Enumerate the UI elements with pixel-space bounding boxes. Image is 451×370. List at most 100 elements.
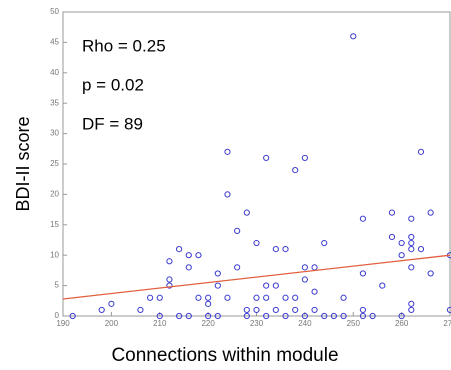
point — [417, 148, 425, 155]
point — [146, 294, 154, 301]
point — [417, 246, 425, 253]
point — [398, 312, 405, 320]
point — [253, 294, 260, 301]
point — [263, 154, 270, 162]
point — [321, 239, 328, 247]
point — [176, 246, 183, 253]
point — [195, 252, 202, 259]
x-tick-label: 270 — [443, 319, 451, 328]
y-axis-label: BDI-II score — [13, 116, 33, 211]
point — [398, 239, 405, 247]
point — [156, 312, 163, 320]
point — [427, 209, 434, 216]
point — [282, 312, 289, 320]
y-tick-label: 30 — [50, 129, 59, 138]
annotation: DF = 89 — [82, 114, 143, 133]
y-tick-label: 25 — [50, 159, 59, 168]
point — [350, 33, 357, 40]
point — [253, 239, 260, 247]
x-tick-label: 190 — [56, 319, 70, 328]
plot-frame — [62, 11, 451, 317]
point — [301, 154, 308, 162]
point — [176, 312, 183, 320]
point — [243, 312, 250, 320]
point — [263, 312, 270, 320]
point — [379, 282, 386, 289]
point — [292, 294, 299, 301]
point — [311, 306, 318, 314]
point — [185, 264, 192, 271]
annotation: Rho = 0.25 — [82, 36, 166, 55]
point — [263, 294, 270, 301]
point — [311, 288, 318, 295]
point — [301, 276, 308, 283]
point — [98, 306, 105, 314]
point — [69, 312, 76, 320]
point — [359, 215, 367, 222]
point — [195, 294, 202, 301]
point — [272, 306, 279, 314]
x-tick-label: 220 — [201, 319, 215, 328]
y-tick-label: 35 — [50, 98, 59, 107]
point — [205, 300, 212, 307]
point — [166, 282, 173, 289]
point — [408, 300, 415, 307]
point — [282, 294, 289, 301]
point — [292, 166, 299, 174]
point — [408, 246, 415, 253]
annotation: p = 0.02 — [82, 75, 144, 94]
x-tick-label: 230 — [250, 319, 264, 328]
point — [369, 312, 376, 320]
point — [108, 300, 115, 307]
point — [321, 312, 328, 320]
point — [205, 312, 212, 320]
y-tick-label: 5 — [55, 281, 60, 290]
point — [243, 209, 250, 216]
point — [427, 270, 434, 277]
x-tick-label: 200 — [105, 319, 119, 328]
point — [156, 294, 163, 301]
point — [388, 209, 396, 216]
y-tick-label: 10 — [50, 250, 59, 259]
point — [185, 252, 192, 259]
point — [359, 312, 367, 320]
point — [224, 191, 231, 198]
point — [137, 306, 144, 314]
point — [446, 306, 451, 314]
point — [330, 312, 337, 320]
point — [340, 294, 347, 301]
y-tick-label: 0 — [55, 311, 60, 320]
x-tick-label: 210 — [153, 319, 167, 328]
trend-line — [62, 254, 451, 300]
y-tick-label: 20 — [50, 190, 59, 199]
y-tick-label: 50 — [50, 7, 59, 16]
x-tick-label: 250 — [347, 319, 361, 328]
y-tick-label: 45 — [50, 38, 59, 47]
point — [301, 312, 308, 320]
point — [311, 264, 318, 271]
x-axis-label: Connections within module — [111, 345, 338, 366]
point — [214, 282, 221, 289]
point — [272, 246, 279, 253]
point — [243, 306, 250, 314]
point — [166, 258, 173, 265]
x-tick-label: 240 — [298, 319, 312, 328]
point — [214, 312, 221, 320]
point — [224, 294, 231, 301]
x-tick-label: 260 — [395, 319, 409, 328]
point — [224, 148, 231, 155]
point — [263, 282, 270, 289]
y-tick-label: 15 — [50, 220, 59, 229]
point — [205, 294, 212, 301]
point — [359, 306, 367, 314]
point — [359, 270, 367, 277]
point — [388, 233, 396, 241]
point — [272, 282, 279, 289]
point — [282, 246, 289, 253]
point — [234, 227, 241, 234]
point — [408, 215, 415, 222]
point — [234, 264, 241, 271]
y-tick-label: 40 — [50, 68, 59, 77]
point — [408, 264, 415, 271]
